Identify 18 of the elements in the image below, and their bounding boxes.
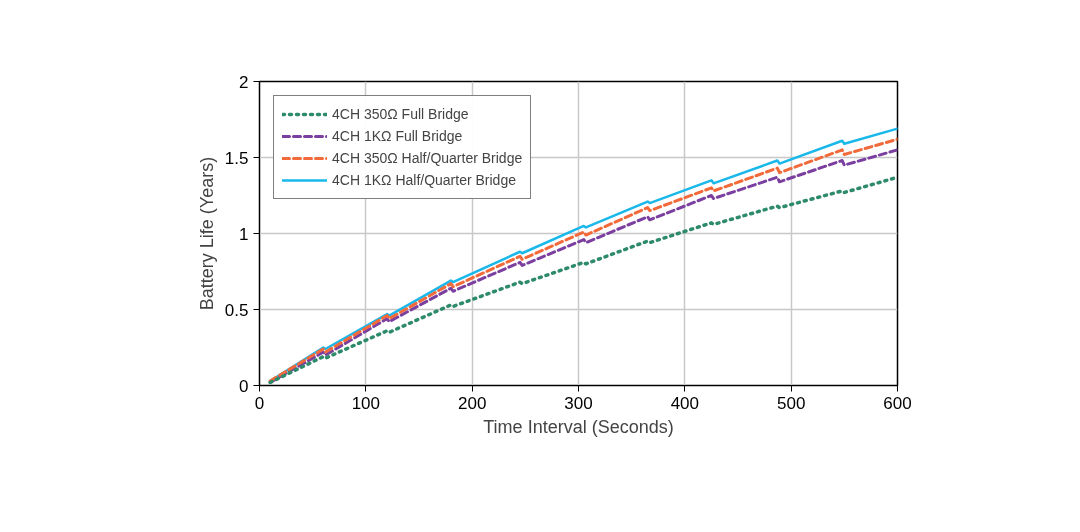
x-tick-label: 200 — [457, 393, 487, 413]
y-axis-title: Battery Life (Years) — [196, 156, 217, 311]
y-tick-label: 1 — [239, 224, 249, 244]
x-tick-label: 100 — [351, 393, 381, 413]
y-tick-label: 2 — [239, 72, 249, 92]
legend-label: 4CH 350Ω Half/Quarter Bridge — [332, 150, 523, 166]
x-tick-label: 0 — [254, 393, 265, 413]
y-tick-label: 1.5 — [224, 148, 249, 168]
x-tick-label: 600 — [883, 393, 912, 413]
legend-label: 4CH 1KΩ Full Bridge — [332, 128, 463, 144]
legend-label: 4CH 350Ω Full Bridge — [332, 106, 469, 122]
y-tick-label: 0 — [239, 376, 249, 396]
y-tick-label: 0.5 — [224, 300, 249, 320]
legend-label: 4CH 1KΩ Half/Quarter Bridge — [332, 172, 516, 188]
x-tick-label: 300 — [564, 393, 593, 413]
x-tick-label: 400 — [670, 393, 700, 413]
x-axis-title: Time Interval (Seconds) — [483, 416, 674, 437]
x-tick-label: 500 — [776, 393, 806, 413]
